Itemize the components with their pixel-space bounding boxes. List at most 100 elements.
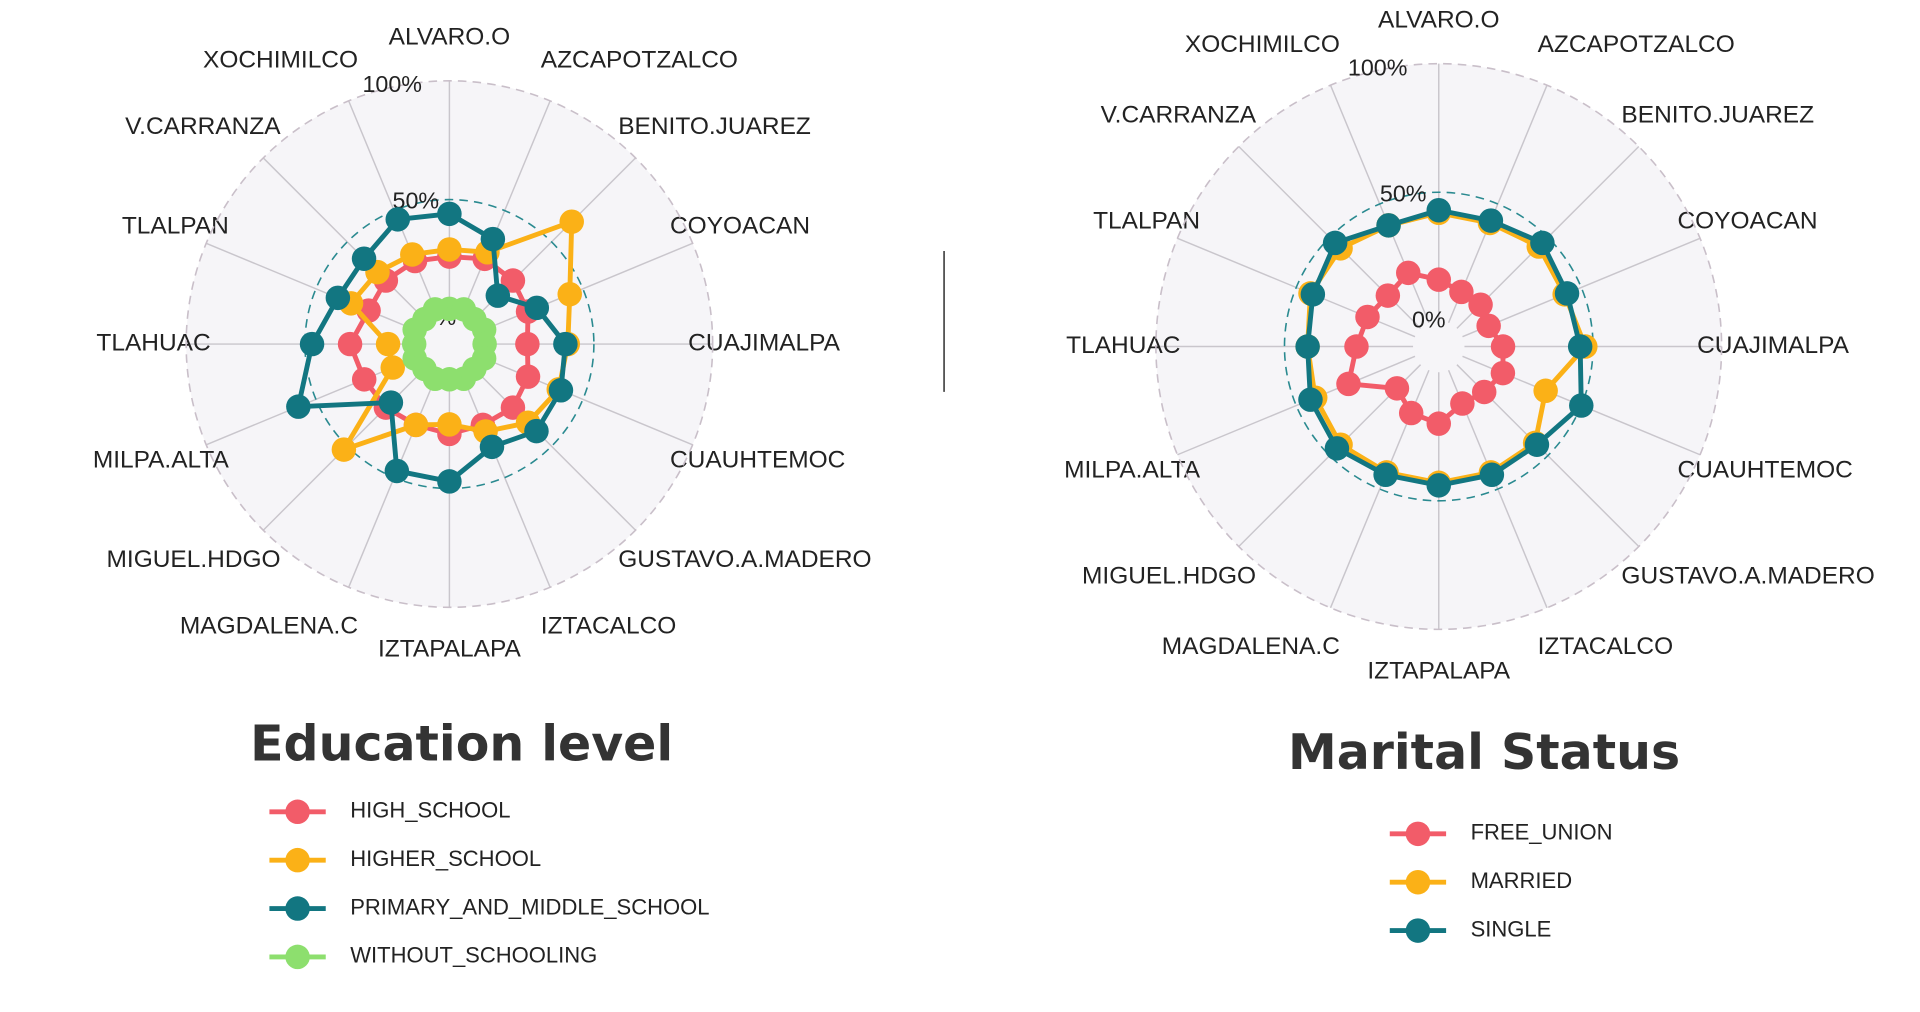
series-point [1554,281,1580,306]
legend-marker [1405,821,1431,847]
series-point [500,268,526,293]
series-point [557,281,582,307]
series-point [1479,462,1505,488]
category-label: V.CARRANZA [125,113,281,140]
legend-label: WITHOUT_SCHOOLING [350,943,597,968]
series-point [437,469,462,494]
series-point [331,437,357,462]
category-label: V.CARRANZA [1101,102,1257,129]
category-label: IZTAPALAPA [378,636,521,663]
spoke [472,242,693,335]
category-label: CUAJIMALPA [1697,332,1850,359]
series-point [337,331,363,357]
category-label: BENITO.JUAREZ [618,113,811,140]
series-point [1426,197,1452,223]
series-point [485,283,511,308]
category-label: MIGUEL.HDGO [107,546,281,573]
series-point [515,364,541,389]
category-label: IZTACALCO [541,612,677,639]
series-point [1471,379,1497,405]
category-label: CUAUHTEMOC [1677,457,1852,484]
category-label: IZTAPALAPA [1367,658,1510,685]
series-point [400,242,425,267]
series-point [1476,313,1501,339]
legend-marker [285,944,310,970]
category-label: TLALPAN [122,212,229,239]
category-label: AZCAPOTZALCO [1538,31,1735,58]
series-point [1449,279,1474,305]
series-point [1376,213,1401,238]
series-point [1426,411,1452,436]
series-point [437,201,462,227]
legend-label: HIGH_SCHOOL [350,798,510,823]
radar-chart: ALVARO.O AZCAPOTZALCO BENITO.JUAREZ COYOACA… [93,23,872,662]
category-label: MILPA.ALTA [1064,457,1201,484]
category-label: BENITO.JUAREZ [1621,102,1814,129]
series-point [1322,230,1348,256]
radial-tick-label: 100% [1348,54,1407,80]
series-point [286,394,311,419]
series-point [299,331,325,357]
series-point [403,412,429,438]
series-point [1384,376,1410,401]
spoke [262,157,432,327]
series-point [1295,334,1320,359]
series-point [559,209,584,234]
series-point [1398,400,1424,426]
series-point [375,331,401,357]
category-label: MILPA.ALTA [93,447,230,474]
legend-label: PRIMARY_AND_MIDDLE_SCHOOL [350,894,709,919]
series-point [524,295,550,321]
series-point [1324,436,1350,461]
series-point [1569,393,1594,418]
series-point [524,418,549,444]
radar-chart: ALVARO.O AZCAPOTZALCO BENITO.JUAREZ COYOACA… [1064,6,1875,684]
spoke [1462,237,1701,338]
radial-tick-label: 50% [1380,180,1427,206]
category-label: MAGDALENA.C [180,612,358,639]
spoke [472,353,693,446]
category-label: CUAJIMALPA [688,330,841,357]
grid-circle [185,80,714,609]
category-label: XOCHIMILCO [203,47,358,74]
category-label: CUAUHTEMOC [670,447,845,474]
legend-marker [1405,869,1431,895]
series-point [1344,334,1369,359]
series-point [515,331,540,357]
series-point [1373,462,1398,488]
legend-label: HIGHER_SCHOOL [350,846,541,871]
series-point [384,458,410,484]
series-point [1300,282,1326,307]
category-label: MAGDALENA.C [1162,633,1340,660]
series-point [553,331,578,357]
series-point [480,226,506,252]
series-point [437,412,462,437]
legend-marker [285,847,310,873]
category-label: ALVARO.O [1378,6,1499,33]
series-point [422,297,448,322]
legend-label: SINGLE [1471,916,1552,941]
series-point [325,285,351,311]
category-label: GUSTAVO.A.MADERO [1621,562,1874,589]
chart-title: Education level [250,715,673,772]
category-label: COYOACAN [1677,207,1817,234]
category-label: MIGUEL.HDGO [1082,562,1256,589]
legend-marker [285,799,310,825]
radial-tick-label: 0% [1412,306,1446,332]
series-point [1490,360,1516,386]
series-point [1355,304,1380,330]
category-label: COYOACAN [670,212,810,239]
series-point [351,246,377,271]
category-label: IZTACALCO [1538,633,1674,660]
series-point [1567,334,1593,359]
spoke [205,242,426,335]
series-point [1426,473,1452,498]
series-point [1426,267,1452,292]
series-point [437,237,462,262]
category-label: TLAHUAC [96,330,210,357]
legend-label: FREE_UNION [1471,820,1613,845]
series-point [548,378,574,403]
category-label: XOCHIMILCO [1185,31,1340,58]
category-label: TLALPAN [1093,207,1200,234]
